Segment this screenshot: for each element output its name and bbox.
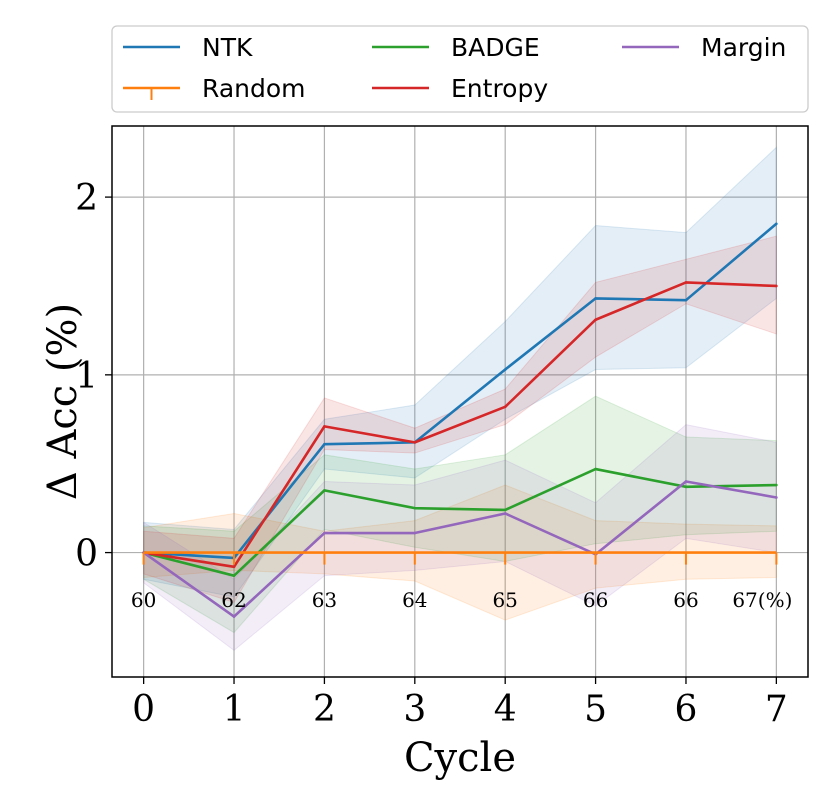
point-ntk <box>775 222 778 226</box>
point-entropy <box>503 405 507 409</box>
baseline-accuracy-label: 63 <box>312 588 337 612</box>
baseline-accuracy-labels: 60 62 63 64 65 66 66 67(%) <box>131 588 792 612</box>
x-tick-label: 3 <box>403 689 426 730</box>
point-margin <box>684 480 688 483</box>
point-badge <box>503 508 507 512</box>
point-badge <box>594 467 597 471</box>
point-entropy <box>684 281 688 284</box>
y-tick-label: 1 <box>75 356 98 397</box>
legend: NTK Random BADGE Entropy Margin <box>111 25 809 113</box>
x-tick-label: 2 <box>313 689 336 730</box>
legend-label-random: Random <box>202 74 306 103</box>
point-margin <box>232 615 236 618</box>
x-tick-label: 5 <box>584 689 607 730</box>
confidence-bands <box>143 146 777 651</box>
line-margin <box>142 480 777 618</box>
baseline-accuracy-label: 64 <box>402 588 427 612</box>
legend-label-ntk: NTK <box>202 33 253 62</box>
legend-label-margin: Margin <box>701 33 786 62</box>
point-margin <box>775 496 778 499</box>
point-margin <box>323 531 326 535</box>
band-ntk <box>143 146 777 598</box>
plot-frame <box>111 125 809 678</box>
point-margin <box>413 531 417 535</box>
x-tick-label: 7 <box>765 689 788 730</box>
x-tick-label: 6 <box>675 689 698 730</box>
point-ntk <box>503 368 507 371</box>
point-entropy <box>323 425 326 428</box>
baseline-accuracy-label: 66 <box>673 588 698 612</box>
series-lines <box>142 222 778 618</box>
x-tick-label: 0 <box>132 689 155 730</box>
point-entropy <box>413 441 417 444</box>
point-badge <box>413 506 417 510</box>
x-tick-label: 4 <box>494 689 517 730</box>
point-ntk <box>684 298 688 302</box>
y-axis-label: Δ Acc (%) <box>40 303 86 500</box>
point-badge <box>232 574 236 577</box>
point-entropy <box>232 565 236 569</box>
baseline-accuracy-label: 60 <box>131 588 156 612</box>
legend-label-entropy: Entropy <box>451 74 548 103</box>
y-tick-label: 0 <box>75 534 98 575</box>
baseline-accuracy-label: 62 <box>221 588 246 612</box>
point-ntk <box>323 442 326 446</box>
baseline-accuracy-label: 66 <box>583 588 608 612</box>
point-badge <box>684 485 688 489</box>
band-entropy <box>143 235 777 603</box>
baseline-accuracy-label: 65 <box>492 588 517 612</box>
point-entropy <box>775 284 778 288</box>
axis-ticks: 0 1 2 3 4 5 6 7 0 1 2 <box>75 178 788 730</box>
band-badge <box>143 395 777 634</box>
point-entropy <box>594 318 597 322</box>
x-tick-label: 1 <box>223 689 246 730</box>
point-badge <box>775 483 778 487</box>
x-axis-label: Cycle <box>404 735 516 781</box>
line-badge <box>143 467 777 577</box>
legend-label-badge: BADGE <box>451 33 540 62</box>
point-margin <box>503 512 507 515</box>
point-ntk <box>594 297 597 300</box>
y-tick-label: 2 <box>75 178 98 219</box>
point-badge <box>323 489 326 492</box>
line-entropy <box>143 281 777 569</box>
baseline-accuracy-label: 67(%) <box>732 588 792 612</box>
line-ntk <box>143 222 778 560</box>
